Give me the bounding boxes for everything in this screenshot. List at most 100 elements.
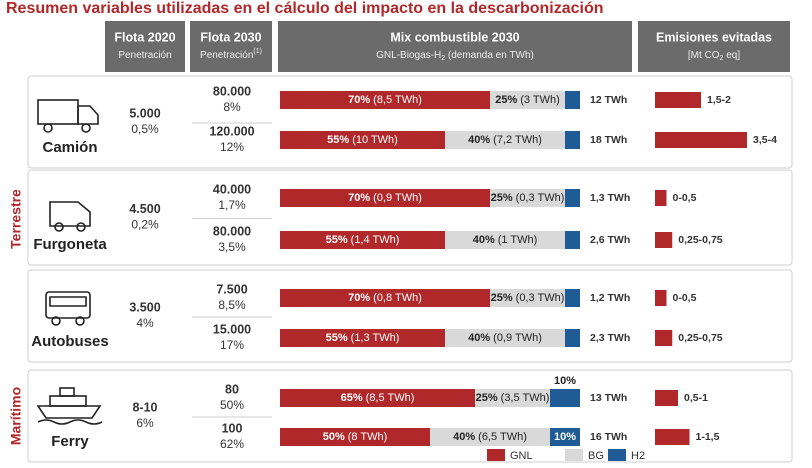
fleet-2030: 80 <box>225 382 239 396</box>
bg-twh: (0,9 TWh) <box>493 332 542 344</box>
header-cell <box>105 21 185 72</box>
fleet-2030: 15.000 <box>213 322 251 336</box>
header-cell <box>638 21 790 72</box>
gnl-twh: (8 TWh) <box>348 431 388 443</box>
gnl-percent: 70% <box>348 94 370 106</box>
emissions-bar <box>655 290 667 306</box>
fleet-2030: 100 <box>222 421 243 435</box>
total-demand: 18 TWh <box>590 134 627 146</box>
emissions-label: 3,5-4 <box>753 134 777 146</box>
gnl-label: 70% (0,9 TWh) <box>348 192 422 204</box>
penetration-2030: 8,5% <box>218 298 246 312</box>
bg-bar <box>475 389 550 407</box>
bg-twh: (0,3 TWh) <box>516 292 565 304</box>
penetration-2020: 4% <box>136 316 154 330</box>
gnl-label: 70% (0,8 TWh) <box>348 292 422 304</box>
bg-bar <box>445 231 565 249</box>
bg-bar <box>445 329 565 347</box>
bus-icon <box>45 291 91 326</box>
gnl-label: 55% (10 TWh) <box>327 134 398 146</box>
fleet-2030: 40.000 <box>213 182 251 196</box>
gnl-twh: (1,4 TWh) <box>351 234 400 246</box>
penetration-2020: 0,5% <box>131 122 159 136</box>
gnl-twh: (0,9 TWh) <box>373 192 422 204</box>
header-subtitle-part: (1) <box>253 48 262 55</box>
gnl-twh: (8,5 TWh) <box>373 94 422 106</box>
fleet-2020: 8-10 <box>132 400 157 414</box>
h2-bar <box>565 189 580 207</box>
penetration-2030: 17% <box>220 338 244 352</box>
bg-bar <box>490 189 565 207</box>
total-demand: 2,3 TWh <box>590 332 630 344</box>
bg-twh: (0,3 TWh) <box>516 192 565 204</box>
header-cell <box>190 21 272 72</box>
h2-bar <box>550 389 580 407</box>
emissions-label: 0-0,5 <box>673 292 697 304</box>
penetration-2020: 0,2% <box>131 218 159 232</box>
bg-percent: 25% <box>495 94 517 106</box>
bg-percent: 40% <box>453 431 475 443</box>
vehicle-box <box>27 269 793 363</box>
header-subtitle: [Mt CO2 eq] <box>688 50 740 63</box>
h2-label: 10% <box>554 431 576 443</box>
gnl-bar <box>280 91 490 109</box>
vehicle-box <box>27 369 793 463</box>
h2-bar <box>565 231 580 249</box>
gnl-bar <box>280 189 490 207</box>
gnl-bar <box>280 329 445 347</box>
emissions-label: 0-0,5 <box>673 192 697 204</box>
total-demand: 2,6 TWh <box>590 234 630 246</box>
legend-swatch <box>487 449 505 461</box>
header-title: Emisiones evitadas <box>656 30 772 44</box>
h2-label: 10% <box>554 375 576 387</box>
bg-percent: 25% <box>491 292 513 304</box>
gnl-percent: 50% <box>323 431 345 443</box>
bg-bar <box>430 428 550 446</box>
fleet-2020: 3.500 <box>129 300 160 314</box>
h2-bar <box>565 329 580 347</box>
vehicle-box <box>27 169 793 266</box>
penetration-2020: 6% <box>136 416 154 430</box>
bg-label: 40% (0,9 TWh) <box>468 332 542 344</box>
fleet-2030: 80.000 <box>213 84 251 98</box>
header-title: Flota 2020 <box>114 30 175 44</box>
bg-twh: (6,5 TWh) <box>478 431 527 443</box>
group-label: Marítimo <box>8 387 24 445</box>
emissions-label: 1-1,5 <box>696 431 720 443</box>
bg-bar <box>490 91 565 109</box>
bg-twh: (3,5 TWh) <box>501 392 550 404</box>
penetration-2030: 12% <box>220 140 244 154</box>
emissions-bar <box>655 92 701 108</box>
header-cell <box>278 21 632 72</box>
gnl-percent: 70% <box>348 292 370 304</box>
total-demand: 1,3 TWh <box>590 192 630 204</box>
gnl-label: 65% (8,5 TWh) <box>341 392 415 404</box>
gnl-bar <box>280 289 490 307</box>
bg-percent: 40% <box>468 134 490 146</box>
fleet-2030: 80.000 <box>213 224 251 238</box>
legend-label: H2 <box>631 450 645 462</box>
truck-icon <box>37 99 99 133</box>
gnl-percent: 55% <box>326 234 348 246</box>
bg-percent: 25% <box>491 192 513 204</box>
emissions-bar <box>655 390 678 406</box>
header-subtitle: GNL-Biogas-H2 (demanda en TWh) <box>376 50 534 63</box>
van-icon <box>49 201 91 232</box>
vehicle-name: Ferry <box>51 433 89 450</box>
bg-twh: (7,2 TWh) <box>493 134 542 146</box>
penetration-2030: 62% <box>220 437 244 451</box>
gnl-bar <box>280 231 445 249</box>
penetration-2030: 8% <box>223 100 241 114</box>
gnl-label: 55% (1,4 TWh) <box>326 234 400 246</box>
vehicle-box <box>27 75 793 169</box>
total-demand: 16 TWh <box>590 431 627 443</box>
bg-percent: 25% <box>476 392 498 404</box>
gnl-label: 50% (8 TWh) <box>323 431 388 443</box>
bg-twh: (1 TWh) <box>498 234 538 246</box>
header-subtitle-part: 2 <box>441 55 445 62</box>
bg-label: 40% (7,2 TWh) <box>468 134 542 146</box>
emissions-label: 0,25-0,75 <box>678 332 723 344</box>
bg-label: 25% (3 TWh) <box>495 94 560 106</box>
header-subtitle-part: [Mt CO <box>688 50 720 61</box>
